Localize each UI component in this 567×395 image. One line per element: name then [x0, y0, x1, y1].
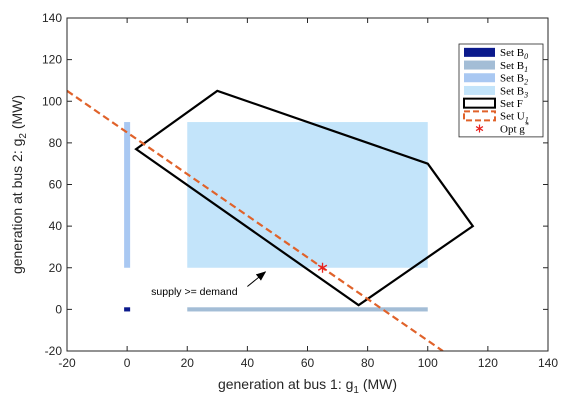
x-tick-label: 20: [181, 356, 195, 370]
x-tick-label: 80: [361, 356, 375, 370]
series-set-f-outline: [134, 89, 475, 307]
legend-label-main: Set B: [500, 47, 524, 59]
legend-swatch-stroke: [475, 126, 484, 132]
x-tick-label: 120: [478, 356, 498, 370]
legend-label-sub: 3: [523, 90, 528, 99]
annotation-text: supply >= demand: [151, 286, 238, 298]
legend-label-main: Set B: [500, 60, 524, 72]
series-set-u1-line: [67, 89, 444, 351]
legend-entry: Opt g*: [475, 120, 529, 135]
series-set-b0-region: [124, 307, 131, 312]
y-tick-label: 0: [55, 302, 62, 316]
y-tick-label: 100: [42, 94, 62, 108]
legend-label-sub: 1: [524, 65, 528, 74]
annotation-arrow: [247, 271, 267, 287]
legend-entry: Set B1: [464, 60, 528, 74]
legend-entry: Set B3: [464, 85, 528, 99]
legend-label-main: Set B: [500, 73, 524, 85]
legend-entry: Set U1: [463, 110, 529, 125]
legend-label: Opt g*: [500, 120, 529, 135]
x-tick-label: 0: [124, 356, 131, 370]
legend-label-main: Set F: [500, 98, 523, 110]
legend-label: Set B3: [500, 85, 528, 99]
legend-label-main: Set B: [500, 85, 524, 97]
legend-entry: Set F: [463, 97, 523, 110]
series-set-b3-region: [187, 122, 428, 268]
y-axis-title-sub: 2: [18, 133, 29, 139]
legend-label-sub: 2: [524, 78, 528, 87]
y-tick-label: 140: [42, 11, 62, 25]
legend-label: Set U1: [500, 111, 529, 125]
legend-entry: Set B0: [464, 47, 528, 61]
y-tick-label: 120: [42, 53, 62, 67]
legend-label-main: Opt g: [500, 123, 525, 135]
series-set-b1-region: [187, 307, 428, 312]
legend-label-sub: 1: [525, 116, 529, 125]
legend-swatch: [464, 60, 495, 70]
y-axis-title-unit: (MW): [9, 95, 25, 133]
legend-swatch: [464, 73, 495, 83]
x-tick-label: 60: [301, 356, 315, 370]
legend-swatch: [464, 47, 495, 57]
legend-label: Set B1: [500, 60, 528, 74]
legend-label: Set B2: [500, 73, 528, 87]
x-tick-label: 40: [241, 356, 255, 370]
series-set-b2-region: [124, 122, 131, 268]
y-tick-label: 80: [49, 136, 63, 150]
legend-label: Set B0: [500, 47, 528, 61]
legend-entry: Set B2: [464, 73, 528, 87]
legend-label-sub: 0: [524, 52, 528, 61]
y-tick-label: 60: [49, 178, 63, 192]
x-tick-label: -20: [58, 356, 76, 370]
y-axis-title: generation at bus 2: g2 (MW): [9, 95, 29, 274]
legend-label-sup: *: [525, 120, 529, 129]
opt-marker-stroke: [317, 264, 328, 271]
y-tick-label: 20: [49, 261, 63, 275]
axis-ticks: -20 0 20 40 60 80 100 120 140-200204060801001201…: [42, 11, 558, 370]
annotations: supply >= demand: [151, 271, 267, 298]
plot-data: [67, 89, 475, 351]
x-tick-label: 100: [418, 356, 438, 370]
x-axis-title: generation at bus 1: g1 (MW): [218, 376, 397, 395]
x-tick-label: 140: [538, 356, 558, 370]
legend-swatch: [464, 85, 495, 95]
y-axis-title-main: generation at bus 2: g: [9, 139, 25, 274]
x-axis-title-unit: (MW): [359, 376, 397, 392]
legend-swatch: [463, 110, 496, 122]
series-opt-g-marker: [317, 262, 328, 273]
y-tick-label: -20: [45, 344, 63, 358]
x-axis-title-sub: 1: [353, 385, 359, 395]
legend-swatch: [463, 97, 496, 109]
x-axis-title-main: generation at bus 1: g: [218, 376, 353, 392]
axis-titles: generation at bus 1: g1 (MW)generation a…: [9, 95, 397, 395]
legend-label-main: Set U: [500, 111, 525, 123]
legend-label: Set F: [500, 98, 523, 110]
y-tick-label: 40: [49, 219, 63, 233]
